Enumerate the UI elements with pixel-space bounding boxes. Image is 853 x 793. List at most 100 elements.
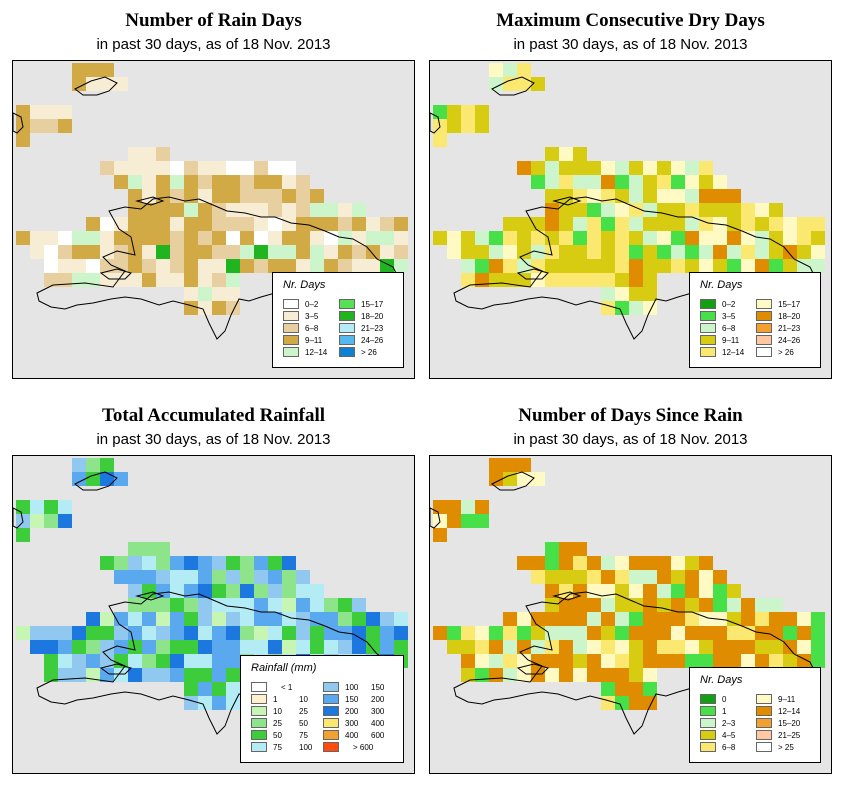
grid-cell — [282, 259, 296, 273]
grid-cell — [86, 458, 100, 472]
legend-swatch — [700, 742, 716, 752]
grid-cell — [601, 626, 615, 640]
grid-cell — [447, 640, 461, 654]
grid-cell — [601, 175, 615, 189]
grid-cell — [128, 231, 142, 245]
grid-cell — [545, 259, 559, 273]
grid-cell — [128, 612, 142, 626]
grid-cell — [559, 654, 573, 668]
grid-cell — [128, 175, 142, 189]
panel-title: Total Accumulated Rainfall — [101, 405, 326, 426]
grid-cell — [727, 203, 741, 217]
grid-cell — [114, 175, 128, 189]
grid-cell — [699, 612, 713, 626]
grid-cell — [100, 556, 114, 570]
coastline — [453, 591, 819, 735]
grid-cell — [461, 514, 475, 528]
grid-cell — [282, 245, 296, 259]
grid-cell — [184, 654, 198, 668]
grid-cell — [128, 161, 142, 175]
grid-cell — [783, 259, 797, 273]
hispaniola-grid — [430, 63, 825, 340]
grid-cell — [282, 556, 296, 570]
grid-cell — [156, 273, 170, 287]
grid-cell — [170, 626, 184, 640]
grid-cell — [198, 245, 212, 259]
grid-cell — [643, 161, 657, 175]
legend-swatch — [251, 730, 267, 740]
grid-cell — [282, 161, 296, 175]
grid-cell — [643, 682, 657, 696]
grid-cell — [503, 231, 517, 245]
grid-cell — [503, 612, 517, 626]
grid-cell — [128, 570, 142, 584]
grid-cell — [100, 231, 114, 245]
grid-cell — [184, 301, 198, 315]
grid-cell — [212, 301, 226, 315]
grid-cell — [755, 245, 769, 259]
grid-cell — [58, 514, 72, 528]
grid-cell — [254, 259, 268, 273]
grid-cell — [268, 626, 282, 640]
grid-cell — [447, 514, 461, 528]
grid-cell — [755, 259, 769, 273]
grid-cell — [783, 654, 797, 668]
legend-label: 3–5 — [305, 312, 319, 321]
grid-cell — [685, 640, 699, 654]
grid-cell — [296, 175, 310, 189]
grid-cell — [212, 696, 226, 710]
grid-cell — [156, 598, 170, 612]
grid-cell — [671, 556, 685, 570]
legend-label: 15–17 — [778, 300, 801, 309]
grid-cell — [268, 161, 282, 175]
legend-swatch — [283, 347, 299, 357]
grid-cell — [100, 273, 114, 287]
grid-cell — [685, 570, 699, 584]
legend-label: 9–11 — [722, 336, 740, 345]
grid-cell — [601, 301, 615, 315]
grid-cell — [58, 273, 72, 287]
grid-cell — [198, 612, 212, 626]
grid-cell — [657, 598, 671, 612]
grid-cell — [629, 682, 643, 696]
grid-cell — [517, 472, 531, 486]
grid-cell — [58, 500, 72, 514]
grid-cell — [170, 189, 184, 203]
grid-cell — [517, 231, 531, 245]
coastline — [13, 507, 24, 529]
grid-cell — [475, 500, 489, 514]
grid-cell — [58, 105, 72, 119]
grid-cell — [475, 245, 489, 259]
grid-cell — [142, 598, 156, 612]
grid-cell — [559, 147, 573, 161]
grid-cell — [16, 626, 30, 640]
legend-label: 4–5 — [722, 731, 736, 740]
grid-cell — [324, 245, 338, 259]
grid-cell — [545, 626, 559, 640]
grid-cell — [755, 217, 769, 231]
legend-range-to: 600 — [371, 731, 385, 740]
grid-cell — [324, 203, 338, 217]
grid-cell — [170, 203, 184, 217]
grid-cell — [114, 217, 128, 231]
grid-cell — [184, 245, 198, 259]
grid-cell — [212, 682, 226, 696]
grid-cell — [559, 217, 573, 231]
legend-swatch — [323, 718, 339, 728]
grid-cell — [559, 245, 573, 259]
grid-cell — [282, 217, 296, 231]
grid-cell — [268, 245, 282, 259]
grid-cell — [755, 612, 769, 626]
grid-cell — [44, 273, 58, 287]
grid-cell — [615, 668, 629, 682]
grid-cell — [86, 217, 100, 231]
grid-cell — [58, 259, 72, 273]
grid-cell — [226, 217, 240, 231]
grid-cell — [268, 570, 282, 584]
grid-cell — [100, 245, 114, 259]
grid-cell — [629, 287, 643, 301]
grid-cell — [545, 245, 559, 259]
grid-cell — [142, 640, 156, 654]
grid-cell — [366, 245, 380, 259]
grid-cell — [671, 570, 685, 584]
